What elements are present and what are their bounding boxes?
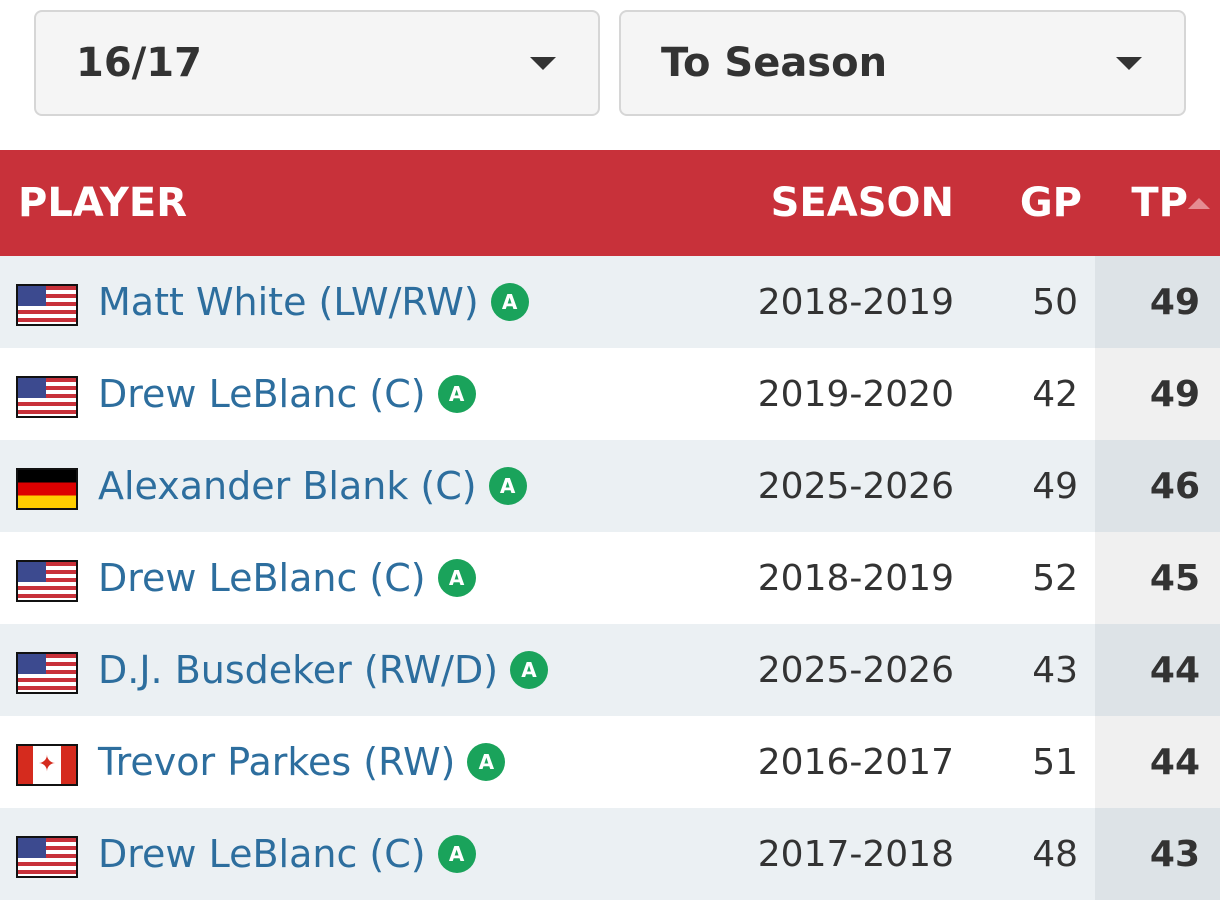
player-link[interactable]: Alexander Blank (C) A: [98, 440, 527, 532]
column-header-tp[interactable]: TP: [1131, 180, 1188, 226]
us-flag-icon: [16, 560, 78, 602]
tp-highlight: [1095, 348, 1220, 440]
season-value: 2016-2017: [757, 741, 954, 783]
tp-value: 43: [1149, 833, 1200, 875]
tp-value: 49: [1149, 281, 1200, 323]
active-badge: A: [437, 559, 476, 597]
gp-value: 50: [1032, 281, 1078, 323]
stats-table: PLAYER SEASON GP TP Matt White (LW/RW) A …: [0, 150, 1220, 900]
season-value: 2018-2019: [757, 557, 954, 599]
player-name: Drew LeBlanc (C): [98, 556, 426, 600]
season-value: 2017-2018: [757, 833, 954, 875]
tp-highlight: [1095, 532, 1220, 624]
table-row: Matt White (LW/RW) A 2018-2019 50 49: [0, 256, 1220, 348]
column-header-season[interactable]: SEASON: [770, 180, 954, 226]
player-name: Alexander Blank (C): [98, 464, 477, 508]
tp-value: 44: [1149, 649, 1200, 691]
table-row: Drew LeBlanc (C) A 2019-2020 42 49: [0, 348, 1220, 440]
column-header-player[interactable]: PLAYER: [18, 180, 188, 226]
player-name: D.J. Busdeker (RW/D): [98, 648, 499, 692]
tp-highlight: [1095, 808, 1220, 900]
gp-value: 43: [1032, 649, 1078, 691]
player-link[interactable]: Drew LeBlanc (C) A: [98, 348, 476, 440]
canada-flag-icon: [16, 744, 78, 786]
player-name: Trevor Parkes (RW): [98, 740, 456, 784]
gp-value: 48: [1032, 833, 1078, 875]
table-row: Alexander Blank (C) A 2025-2026 49 46: [0, 440, 1220, 532]
season-value: 2018-2019: [757, 281, 954, 323]
scope-select-value: To Season: [661, 40, 888, 86]
chevron-down-icon: [1116, 56, 1142, 70]
player-link[interactable]: Drew LeBlanc (C) A: [98, 532, 476, 624]
tp-value: 49: [1149, 373, 1200, 415]
season-select[interactable]: 16/17: [34, 10, 600, 116]
active-badge: A: [437, 835, 476, 873]
active-badge: A: [490, 283, 529, 321]
table-row: Drew LeBlanc (C) A 2018-2019 52 45: [0, 532, 1220, 624]
table-header: PLAYER SEASON GP TP: [0, 150, 1220, 256]
active-badge: A: [467, 743, 506, 781]
active-badge: A: [437, 375, 476, 413]
gp-value: 49: [1032, 465, 1078, 507]
germany-flag-icon: [16, 468, 78, 510]
player-link[interactable]: Trevor Parkes (RW) A: [98, 716, 506, 808]
us-flag-icon: [16, 284, 78, 326]
tp-highlight: [1095, 440, 1220, 532]
sort-ascending-icon[interactable]: [1188, 198, 1210, 209]
column-header-gp[interactable]: GP: [1019, 180, 1082, 226]
player-name: Drew LeBlanc (C): [98, 372, 426, 416]
player-link[interactable]: D.J. Busdeker (RW/D) A: [98, 624, 549, 716]
tp-highlight: [1095, 716, 1220, 808]
season-value: 2025-2026: [757, 465, 954, 507]
scope-select[interactable]: To Season: [619, 10, 1186, 116]
tp-value: 46: [1149, 465, 1200, 507]
table-row: Trevor Parkes (RW) A 2016-2017 51 44: [0, 716, 1220, 808]
filters-bar: 16/17 To Season: [0, 0, 1220, 150]
season-value: 2025-2026: [757, 649, 954, 691]
tp-highlight: [1095, 256, 1220, 348]
player-name: Drew LeBlanc (C): [98, 832, 426, 876]
season-value: 2019-2020: [757, 373, 954, 415]
tp-highlight: [1095, 624, 1220, 716]
player-link[interactable]: Drew LeBlanc (C) A: [98, 808, 476, 900]
season-select-value: 16/17: [76, 40, 202, 86]
tp-value: 44: [1149, 741, 1200, 783]
player-name: Matt White (LW/RW): [98, 280, 479, 324]
tp-value: 45: [1149, 557, 1200, 599]
gp-value: 42: [1032, 373, 1078, 415]
us-flag-icon: [16, 376, 78, 418]
us-flag-icon: [16, 836, 78, 878]
chevron-down-icon: [530, 56, 556, 70]
active-badge: A: [510, 651, 549, 689]
gp-value: 51: [1032, 741, 1078, 783]
table-row: Drew LeBlanc (C) A 2017-2018 48 43: [0, 808, 1220, 900]
table-row: D.J. Busdeker (RW/D) A 2025-2026 43 44: [0, 624, 1220, 716]
player-link[interactable]: Matt White (LW/RW) A: [98, 256, 529, 348]
gp-value: 52: [1032, 557, 1078, 599]
us-flag-icon: [16, 652, 78, 694]
active-badge: A: [488, 467, 527, 505]
